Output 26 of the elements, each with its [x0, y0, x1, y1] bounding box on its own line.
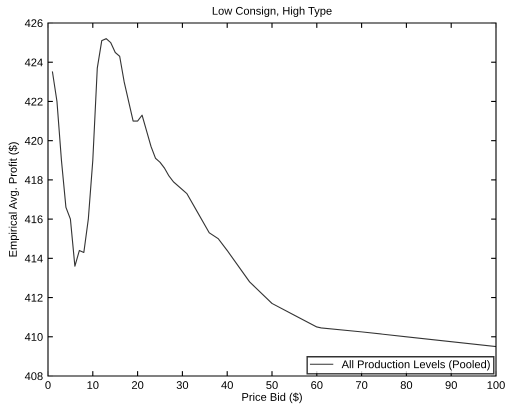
x-tick-label: 80: [400, 381, 412, 390]
y-tick-label: 418: [24, 176, 43, 184]
x-tick-label: 60: [311, 381, 323, 390]
line-series: [52, 38, 496, 348]
x-tick-label: 50: [266, 381, 278, 390]
x-tick-label: 10: [87, 381, 99, 390]
x-tick-label: 40: [221, 381, 233, 390]
x-tick-label: 30: [176, 381, 188, 390]
y-tick-label: 408: [24, 372, 43, 380]
x-axis-title: Price Bid ($): [242, 392, 302, 404]
x-tick-label: 90: [446, 381, 457, 390]
y-tick-label: 424: [24, 58, 43, 66]
y-tick-label: 414: [24, 254, 43, 262]
x-tick-label: 100: [488, 381, 505, 390]
x-tick-label: 70: [356, 381, 368, 390]
y-tick-label: 416: [24, 215, 43, 224]
y-axis-title: Empirical Avg. Profit ($): [8, 142, 20, 257]
y-tick-label: 412: [24, 294, 43, 302]
legend-label: All Production Levels (Pooled): [342, 360, 490, 370]
y-tick-label: 420: [24, 136, 43, 145]
y-tick-label: 410: [24, 333, 43, 341]
x-tick-label: 0: [45, 381, 51, 390]
y-tick-label: 426: [24, 19, 43, 28]
y-tick-label: 422: [24, 98, 43, 106]
chart-title: Low Consign, High Type: [212, 6, 332, 17]
x-tick-label: 20: [132, 381, 144, 390]
